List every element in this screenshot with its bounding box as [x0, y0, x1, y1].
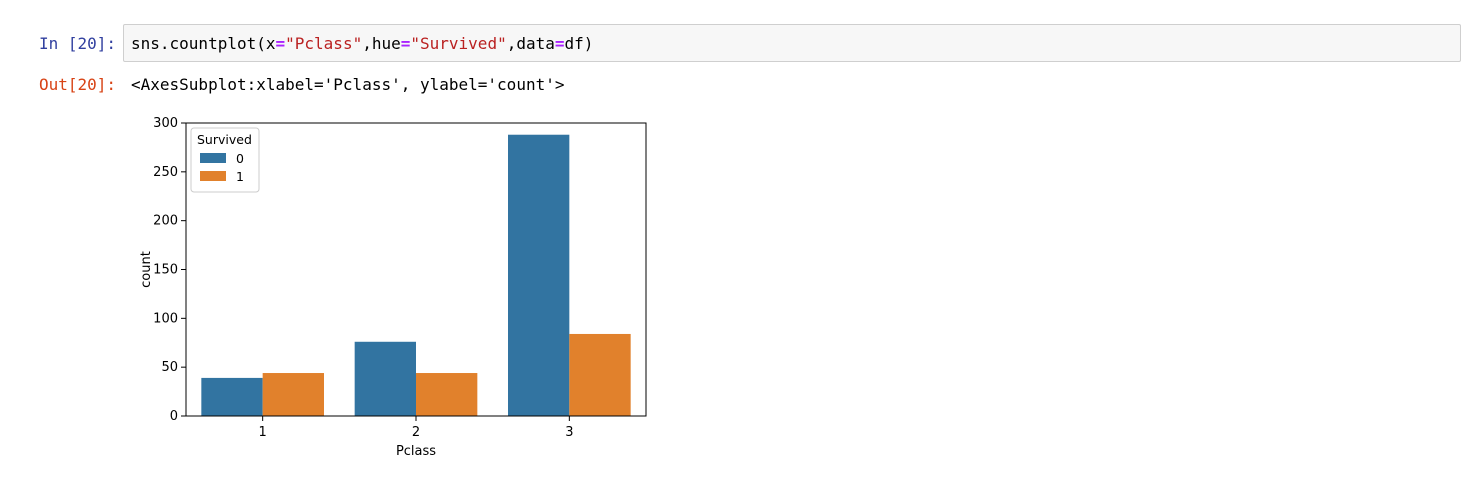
- legend-label: 0: [236, 151, 244, 166]
- y-tick-label: 250: [153, 165, 178, 180]
- code-line: sns.countplot(x="Pclass",hue="Survived",…: [131, 34, 594, 53]
- y-tick-label: 100: [153, 311, 178, 326]
- x-tick-label: 2: [412, 425, 420, 440]
- input-prompt: In [20]:: [38, 34, 116, 53]
- countplot-chart: 0 50 100 150 200 250 300 1 2 3 Pclass count Survived…: [139, 116, 647, 459]
- y-tick-label: 50: [161, 360, 178, 375]
- y-axis-label: count: [139, 251, 154, 288]
- x-axis-label: Pclass: [396, 444, 436, 459]
- bar-survived-0-pclass-1: [201, 377, 263, 416]
- output-prompt: Out[20]:: [38, 75, 116, 94]
- bar-survived-0-pclass-3: [508, 134, 570, 416]
- bar-survived-1-pclass-1: [262, 373, 324, 416]
- y-tick-label: 200: [153, 214, 178, 229]
- x-tick-label: 1: [259, 425, 267, 440]
- bar-survived-1-pclass-2: [416, 373, 478, 416]
- y-tick-label: 150: [153, 263, 178, 278]
- legend-swatch: [200, 171, 226, 181]
- legend-title: Survived: [197, 132, 252, 147]
- y-tick-label: 300: [153, 116, 178, 131]
- bar-survived-0-pclass-2: [354, 341, 416, 416]
- legend-swatch: [200, 153, 226, 163]
- output-repr-text: <AxesSubplot:xlabel='Pclass', ylabel='co…: [131, 75, 565, 94]
- legend-label: 1: [236, 169, 244, 184]
- code-input-area[interactable]: sns.countplot(x="Pclass",hue="Survived",…: [123, 24, 1461, 62]
- bar-survived-1-pclass-3: [569, 333, 631, 416]
- y-tick-label: 0: [170, 409, 178, 424]
- x-tick-label: 3: [565, 425, 573, 440]
